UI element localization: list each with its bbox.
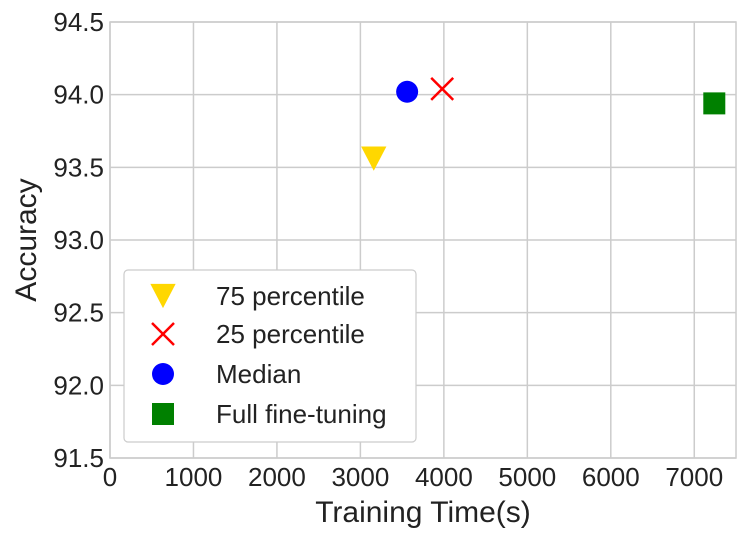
75-percentile-legend-marker xyxy=(150,283,176,309)
x-tick-label: 1000 xyxy=(165,462,223,492)
legend-label: 75 percentile xyxy=(216,281,365,311)
y-tick-label: 94.5 xyxy=(53,7,104,37)
full-fine-tuning-point xyxy=(703,92,726,115)
x-tick-label: 7000 xyxy=(665,462,723,492)
legend: 75 percentile 25 percentile Median Full fin… xyxy=(123,269,417,443)
25-percentile-legend-marker xyxy=(151,322,175,346)
y-tick-label: 91.5 xyxy=(53,443,104,473)
data-points xyxy=(361,76,726,171)
x-tick-label: 3000 xyxy=(331,462,389,492)
x-tick-labels: 0 1000 2000 3000 4000 5000 6000 7000 xyxy=(103,462,723,492)
25-percentile-point xyxy=(430,76,455,101)
x-tick-label: 5000 xyxy=(498,462,556,492)
legend-label: 25 percentile xyxy=(216,319,365,349)
legend-label: Median xyxy=(216,359,301,389)
x-axis-label: Training Time(s) xyxy=(315,496,531,529)
x-tick-label: 4000 xyxy=(415,462,473,492)
y-axis-label: Accuracy xyxy=(10,178,43,301)
y-tick-label: 93.0 xyxy=(53,225,104,255)
full-fine-tuning-legend-marker xyxy=(152,403,174,425)
x-tick-label: 0 xyxy=(103,462,117,492)
y-tick-label: 92.5 xyxy=(53,298,104,328)
plot-frame xyxy=(109,21,737,459)
legend-box xyxy=(123,269,417,443)
x-tick-label: 2000 xyxy=(248,462,306,492)
y-tick-label: 92.0 xyxy=(53,370,104,400)
y-tick-labels: 91.5 92.0 92.5 93.0 93.5 94.0 94.5 xyxy=(53,7,104,473)
x-tick-label: 6000 xyxy=(582,462,640,492)
legend-label: Full fine-tuning xyxy=(216,399,387,429)
median-legend-marker xyxy=(152,363,174,385)
y-tick-label: 94.0 xyxy=(53,80,104,110)
median-point xyxy=(396,80,419,103)
75-percentile-point xyxy=(361,146,387,171)
y-tick-label: 93.5 xyxy=(53,152,104,182)
